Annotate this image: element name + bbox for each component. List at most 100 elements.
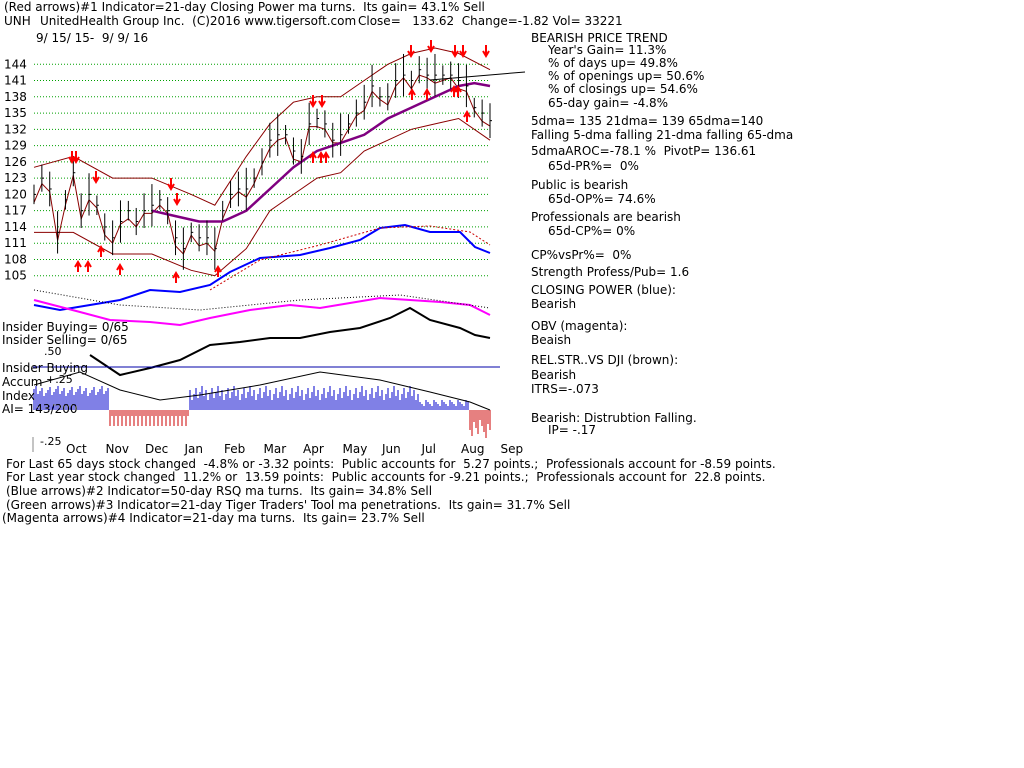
down-arrow: [72, 151, 80, 164]
footer-magenta-arrows: (Magenta arrows)#4 Indicator=21-day ma t…: [2, 511, 425, 525]
ma65-line: [151, 81, 491, 223]
month-label: Apr: [303, 442, 324, 456]
month-label: Jun: [381, 442, 401, 456]
accum-title-insider: Insider Buying: [2, 361, 88, 375]
footer-blue-arrows: (Blue arrows)#2 Indicator=50-day RSQ ma …: [6, 484, 433, 498]
footer-65day-line: For Last 65 days stock changed -4.8% or …: [6, 457, 776, 471]
up-arrow: [408, 88, 416, 100]
month-label: Dec: [145, 442, 168, 456]
up-arrow: [172, 271, 180, 283]
y-tick-label: 141: [4, 74, 27, 88]
closing-power-state: Bearish: [531, 297, 577, 311]
up-arrow: [214, 265, 222, 277]
closing-power-line: [33, 223, 491, 312]
accum-ma-line: [33, 371, 491, 411]
relstr-label: REL.STR..VS DJI (brown):: [531, 353, 679, 367]
y-tick-label: 126: [4, 155, 27, 169]
month-label: Feb: [224, 442, 245, 456]
ip-value: IP= -.17: [548, 423, 597, 437]
cp-vs-pr: CP%vsPr%= 0%: [531, 248, 632, 262]
indicator-1-line: (Red arrows)#1 Indicator=21-day Closing …: [4, 0, 485, 14]
up-arrow: [423, 88, 431, 100]
close-change-volume: Close= 133.62 Change=-1.82 Vol= 33221: [358, 14, 623, 28]
up-arrow: [463, 110, 471, 122]
ticker-symbol: UNH: [4, 14, 31, 28]
down-arrow: [451, 45, 459, 58]
accum-title-index: Index: [2, 389, 36, 403]
month-label: Nov: [106, 442, 129, 456]
down-arrow: [427, 40, 435, 53]
obv-label: OBV (magenta):: [531, 319, 628, 333]
relative-strength-line: [89, 306, 491, 377]
down-arrow: [318, 95, 326, 108]
month-label: Jul: [421, 442, 436, 456]
up-arrow: [97, 245, 105, 257]
company-name: UnitedHealth Group Inc. (C)2016 www.tige…: [40, 14, 357, 28]
obv-state: Beaish: [531, 333, 572, 347]
up-arrow: [116, 263, 124, 275]
y-tick-label: 114: [4, 220, 27, 234]
y-tick-label: 111: [4, 236, 27, 250]
obv-line: [33, 296, 491, 327]
month-label: Aug: [461, 442, 484, 456]
accum-title-accum: Accum: [2, 375, 43, 389]
price-y-tick-labels: 105 108 111 114 117 120 123 126 129 132 135 138 141 1…: [4, 57, 27, 282]
accumulation-index-bars: [33, 371, 491, 438]
obv-ma-line: [33, 289, 491, 311]
down-arrow: [407, 45, 415, 58]
accum-top-tick: .50: [44, 345, 62, 358]
y-tick-label: 132: [4, 122, 27, 136]
ai-value: AI= 143/200: [2, 402, 78, 416]
down-arrow: [459, 45, 467, 58]
y-tick-label: 144: [4, 57, 27, 71]
itrs-value: ITRS=-.073: [531, 382, 599, 396]
moving-average-65: [151, 81, 491, 223]
y-tick-label: 129: [4, 139, 27, 153]
footer-year-line: For Last year stock changed 11.2% or 13.…: [6, 470, 766, 484]
days-up: % of days up= 49.8%: [548, 56, 678, 70]
closing-power-ma-line: [209, 225, 491, 291]
accum-bottom-tick: -.25: [40, 435, 62, 448]
closing-power-label: CLOSING POWER (blue):: [531, 283, 676, 297]
aroc-pivot: 5dmaAROC=-78.1 % PivotP= 136.61: [531, 144, 757, 158]
month-label: Mar: [264, 442, 287, 456]
gain-65-day: 65-day gain= -4.8%: [548, 96, 669, 110]
trend-line: [429, 71, 526, 81]
down-arrow: [309, 95, 317, 108]
month-label: Sep: [501, 442, 524, 456]
footer-green-arrows: (Green arrows)#3 Indicator=21-day Tiger …: [6, 498, 571, 512]
insider-selling-label: Insider Selling= 0/65: [2, 333, 128, 347]
down-arrow: [167, 178, 175, 191]
y-tick-label: 105: [4, 269, 27, 283]
up-arrow: [322, 151, 330, 163]
down-arrow: [92, 171, 100, 184]
y-tick-label: 117: [4, 204, 27, 218]
pr-65d: 65d-PR%= 0%: [548, 159, 639, 173]
strength-ratio: Strength Profess/Pub= 1.6: [531, 265, 690, 279]
openings-up: % of openings up= 50.6%: [548, 69, 705, 83]
dma-values: 5dma= 135 21dma= 139 65dma=140: [531, 114, 764, 128]
up-arrow: [84, 260, 92, 272]
down-arrow: [173, 193, 181, 206]
closings-up: % of closings up= 54.6%: [548, 82, 698, 96]
month-label: Oct: [66, 442, 87, 456]
insider-buying-label: Insider Buying= 0/65: [2, 320, 129, 334]
op-65d: 65d-OP%= 74.6%: [548, 192, 656, 206]
professionals-bearish: Professionals are bearish: [531, 210, 681, 224]
y-tick-label: 138: [4, 90, 27, 104]
years-gain: Year's Gain= 11.3%: [548, 43, 667, 57]
up-arrow: [309, 151, 317, 163]
y-tick-label: 120: [4, 187, 27, 201]
y-tick-label: 123: [4, 171, 27, 185]
accum-mid-tick: +.25: [46, 373, 73, 386]
y-tick-label: 135: [4, 106, 27, 120]
distribution-state: Bearish: Distrubtion Falling.: [531, 411, 697, 425]
indicator-lines: [33, 223, 491, 377]
month-label: Jan: [184, 442, 204, 456]
price-gridlines: [34, 63, 490, 277]
y-tick-label: 108: [4, 252, 27, 266]
month-label: May: [343, 442, 368, 456]
up-arrow: [454, 85, 462, 97]
month-tick-labels: Oct Nov Dec Jan Feb Mar Apr May Jun Jul Aug Sep: [66, 442, 523, 456]
